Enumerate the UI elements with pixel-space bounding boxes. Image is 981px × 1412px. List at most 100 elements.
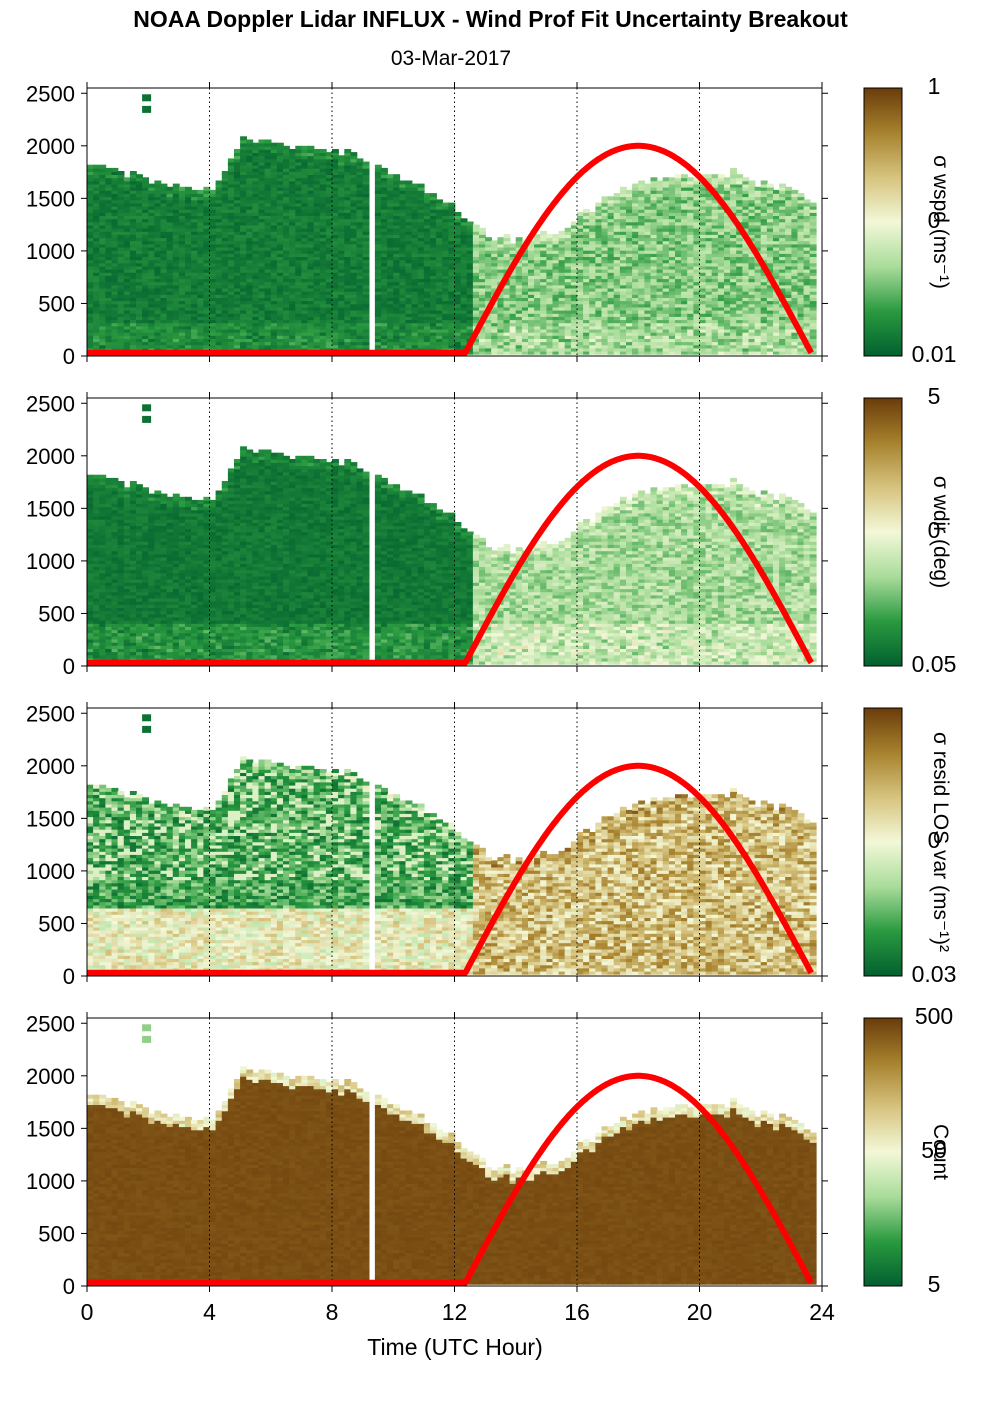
heatmap-cell — [332, 180, 339, 185]
heatmap-cell — [301, 158, 309, 163]
heatmap-cell — [332, 300, 339, 305]
heatmap-cell — [209, 278, 217, 283]
heatmap-cell — [111, 316, 119, 321]
heatmap-cell — [313, 294, 321, 298]
heatmap-cell — [111, 205, 119, 210]
heatmap-cell — [319, 230, 327, 235]
heatmap-cell — [252, 344, 260, 349]
heatmap-cell — [301, 316, 309, 321]
heatmap-cell — [246, 281, 254, 286]
heatmap-cell — [87, 306, 94, 311]
heatmap-cell — [105, 294, 113, 298]
heatmap-cell — [136, 306, 143, 311]
heatmap-cell — [295, 322, 303, 327]
heatmap-cell — [129, 253, 137, 257]
heatmap-cell — [221, 237, 229, 242]
heatmap-cell — [381, 290, 388, 295]
heatmap-cell — [178, 284, 186, 289]
heatmap-cell — [154, 294, 162, 298]
heatmap-cell — [381, 275, 388, 280]
heatmap-cell — [436, 221, 443, 226]
heatmap-cell — [240, 227, 247, 232]
heatmap-cell — [295, 265, 303, 270]
heatmap-cell — [166, 230, 174, 235]
heatmap-cell — [154, 271, 162, 276]
heatmap-cell — [332, 155, 339, 160]
heatmap-cell — [185, 189, 192, 194]
heatmap-cell — [142, 230, 149, 235]
heatmap-cell — [295, 149, 303, 153]
heatmap-cell — [301, 243, 309, 248]
heatmap-cell — [289, 149, 296, 153]
heatmap-cell — [276, 149, 284, 153]
heatmap-cell — [185, 284, 192, 289]
heatmap-cell — [362, 199, 370, 204]
heatmap-cell — [191, 322, 198, 327]
heatmap-cell — [209, 309, 217, 314]
heatmap-cell — [430, 237, 437, 242]
heatmap-cell — [117, 246, 125, 251]
heatmap-cell — [123, 281, 131, 286]
heatmap-cell — [215, 237, 223, 242]
heatmap-cell — [430, 290, 437, 295]
heatmap-cell — [460, 221, 468, 226]
heatmap-cell — [99, 212, 107, 216]
heatmap-cell — [129, 306, 137, 311]
heatmap-cell — [448, 208, 456, 213]
heatmap-cell — [142, 306, 149, 311]
heatmap-cell — [338, 246, 345, 251]
heatmap-cell — [356, 249, 364, 254]
heatmap-cell — [350, 271, 358, 276]
heatmap-cell — [234, 230, 241, 235]
heatmap-cell — [436, 306, 443, 311]
heatmap-cell — [460, 300, 468, 305]
heatmap-cell — [123, 309, 131, 314]
heatmap-cell — [442, 322, 450, 327]
heatmap-cell — [356, 164, 364, 169]
heatmap-cell — [111, 253, 119, 257]
heatmap-cell — [252, 243, 260, 248]
heatmap-cell — [148, 347, 156, 352]
heatmap-cell — [270, 193, 278, 198]
heatmap-cell — [466, 227, 474, 232]
heatmap-cell — [172, 256, 180, 261]
heatmap-cell — [160, 186, 168, 191]
heatmap-cell — [99, 196, 107, 201]
heatmap-cell — [136, 331, 143, 336]
heatmap-cell — [399, 230, 407, 235]
heatmap-cell — [240, 243, 247, 248]
heatmap-cell — [442, 208, 450, 213]
heatmap-cell — [301, 174, 309, 179]
heatmap-cell — [399, 341, 407, 346]
heatmap-cell — [399, 284, 407, 289]
heatmap-cell — [215, 328, 223, 333]
heatmap-cell — [129, 215, 137, 220]
heatmap-cell — [307, 230, 315, 235]
heatmap-cell — [436, 297, 443, 302]
heatmap-cell — [166, 256, 174, 261]
heatmap-cell — [160, 271, 168, 276]
heatmap-cell — [381, 224, 388, 229]
heatmap-cell — [430, 287, 437, 292]
heatmap-cell — [93, 265, 100, 270]
heatmap-cell — [307, 155, 315, 160]
heatmap-cell — [240, 186, 247, 191]
heatmap-cell — [160, 234, 168, 239]
heatmap-cell — [313, 212, 321, 216]
heatmap-cell — [350, 309, 358, 314]
heatmap-cell — [289, 155, 296, 160]
heatmap-cell — [362, 174, 370, 179]
heatmap-cell — [93, 328, 100, 333]
heatmap-cell — [209, 328, 217, 333]
heatmap-cell — [332, 152, 339, 157]
heatmap-cell — [203, 287, 211, 292]
heatmap-cell — [117, 338, 125, 343]
heatmap-cell — [332, 218, 339, 223]
heatmap-cell — [234, 193, 241, 198]
heatmap-cell — [178, 344, 186, 349]
heatmap-cell — [313, 290, 321, 295]
heatmap-cell — [307, 284, 315, 289]
heatmap-cell — [362, 218, 370, 223]
heatmap-cell — [246, 189, 254, 194]
heatmap-cell — [136, 312, 143, 317]
